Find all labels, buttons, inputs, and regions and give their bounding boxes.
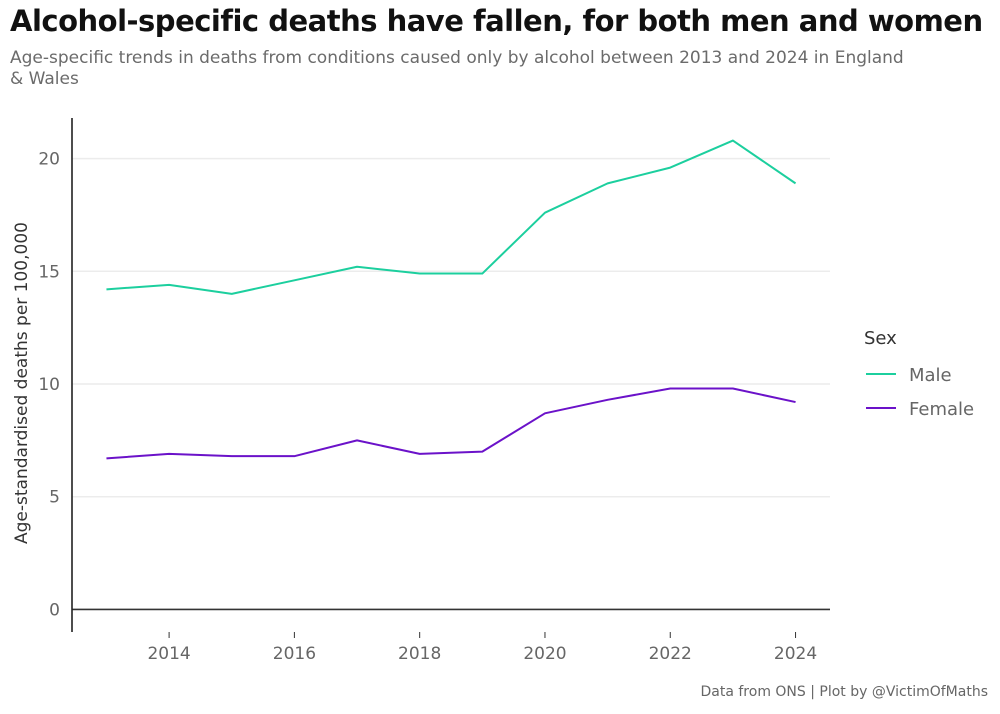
y-tick-label: 10 xyxy=(38,375,60,395)
y-tick-label: 20 xyxy=(38,150,60,170)
y-axis-label: Age-standardised deaths per 100,000 xyxy=(12,222,32,544)
axes: 0 5 10 15 20 2014 2016 2018 2020 2022 2024 xyxy=(38,118,817,664)
series-lines xyxy=(106,139,797,460)
gridlines xyxy=(72,157,830,611)
legend-label-male: Male xyxy=(909,365,952,386)
y-tick-label: 5 xyxy=(49,488,60,508)
x-tick-label: 2020 xyxy=(523,644,566,664)
x-tick-label: 2014 xyxy=(147,644,190,664)
series-line-male xyxy=(106,139,797,295)
x-tick-label: 2018 xyxy=(398,644,441,664)
x-tick-label: 2022 xyxy=(649,644,692,664)
chart-title: Alcohol-specific deaths have fallen, for… xyxy=(10,4,983,38)
legend-label-female: Female xyxy=(909,399,974,420)
x-tick-label: 2024 xyxy=(774,644,817,664)
x-tick-label: 2016 xyxy=(273,644,316,664)
series-line-female xyxy=(106,387,796,460)
y-tick-label: 15 xyxy=(38,262,60,282)
chart-caption: Data from ONS | Plot by @VictimOfMaths xyxy=(700,684,989,700)
legend-title: Sex xyxy=(864,328,897,349)
y-tick-label: 0 xyxy=(49,600,60,620)
chart-subtitle: Age-specific trends in deaths from condi… xyxy=(10,48,904,89)
legend: Sex Male Female xyxy=(864,328,974,420)
